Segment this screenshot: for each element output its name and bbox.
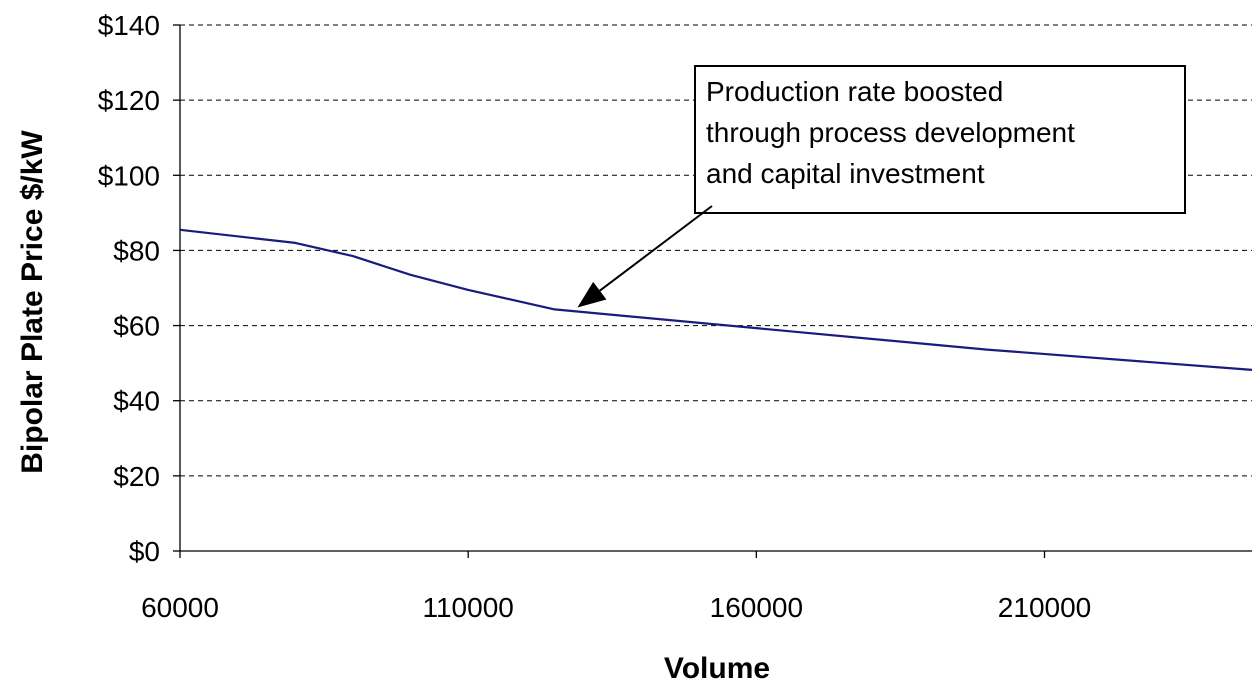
y-tick-label: $0 [129, 536, 160, 567]
x-tick-label: 60000 [141, 592, 219, 623]
y-axis-title: Bipolar Plate Price $/kW [16, 130, 49, 474]
y-tick-label: $140 [98, 10, 160, 41]
x-tick-label: 160000 [710, 592, 803, 623]
annotation-text-line-2: through process development [706, 117, 1075, 148]
x-tick-label: 110000 [422, 592, 513, 623]
y-tick-label: $80 [113, 235, 160, 266]
annotation-text-line-1: Production rate boosted [706, 76, 1003, 107]
y-tick-label: $20 [113, 461, 160, 492]
series-group [179, 228, 1253, 371]
annotation-arrowhead [577, 281, 607, 308]
y-axis-ticks: $0 $20 $40 $60 $80 $100 $120 $140 [98, 10, 180, 567]
series-line [179, 228, 1253, 371]
x-axis-ticks: 60000 110000 160000 210000 [141, 551, 1091, 623]
y-tick-label: $120 [98, 85, 160, 116]
x-axis-title: Volume [664, 652, 770, 681]
y-tick-label: $40 [113, 386, 160, 417]
y-tick-label: $100 [98, 160, 160, 191]
annotation-box [694, 65, 1186, 214]
annotation-arrow [599, 205, 713, 292]
annotation-text-line-3: and capital investment [706, 158, 985, 189]
x-tick-label: 210000 [998, 592, 1091, 623]
annotation-callout: Production rate boosted through process … [577, 65, 1186, 308]
y-tick-label: $60 [113, 311, 160, 342]
